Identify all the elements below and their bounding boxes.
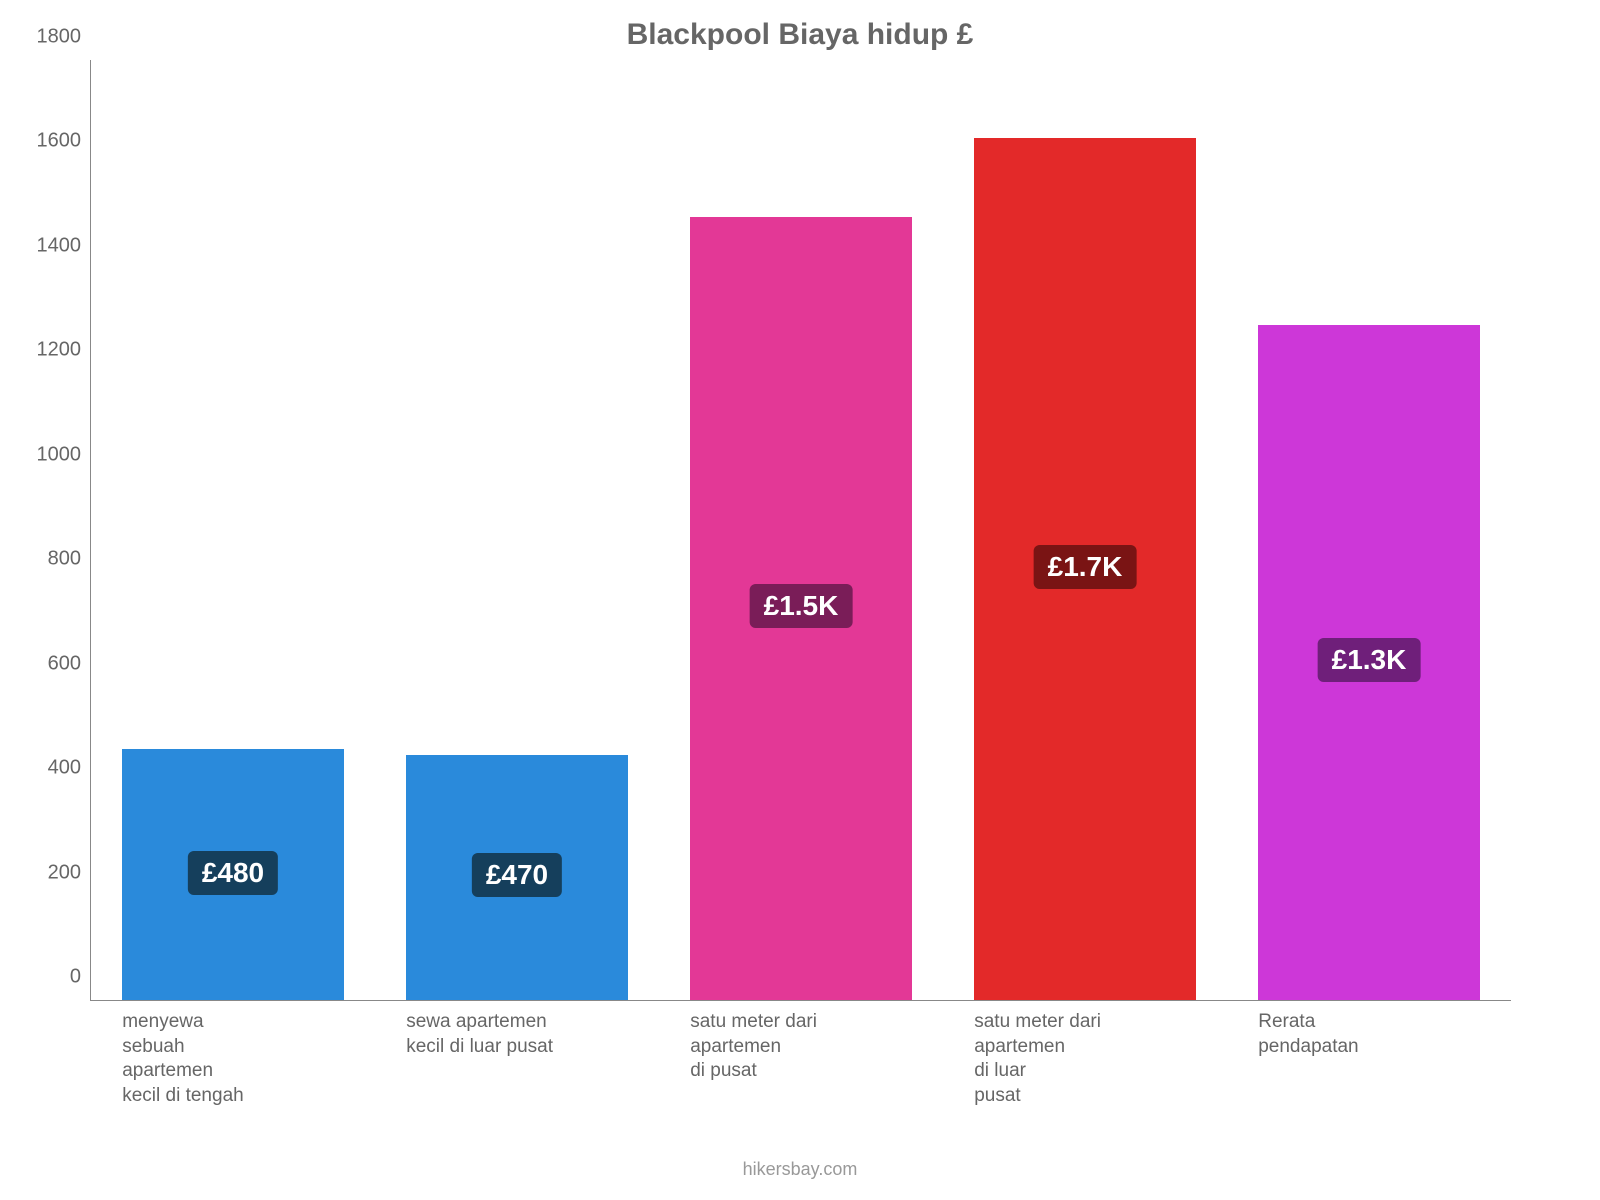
bar-value-badge: £480	[188, 851, 278, 895]
x-category-line: kecil di luar pusat	[406, 1035, 628, 1060]
x-category-label: Reratapendapatan	[1258, 1000, 1480, 1059]
bar-value-badge: £470	[472, 853, 562, 897]
x-category-line: sewa apartemen	[406, 1010, 628, 1035]
x-category-line: apartemen	[974, 1035, 1196, 1060]
bar-slot: £1.5Ksatu meter dariapartemendi pusat	[690, 60, 912, 1000]
bar-value-badge: £1.3K	[1318, 638, 1421, 682]
bar-slot: £480menyewasebuahapartemenkecil di tenga…	[122, 60, 344, 1000]
chart-title: Blackpool Biaya hidup £	[0, 18, 1600, 52]
bar-value-badge: £1.7K	[1034, 545, 1137, 589]
y-tick: 0	[70, 966, 91, 989]
x-category-line: pendapatan	[1258, 1035, 1480, 1060]
attribution: hikersbay.com	[0, 1159, 1600, 1180]
x-category-line: apartemen	[122, 1059, 344, 1084]
x-category-label: menyewasebuahapartemenkecil di tengah	[122, 1000, 344, 1109]
y-tick: 600	[48, 652, 91, 675]
x-category-line: kecil di tengah	[122, 1084, 344, 1109]
y-tick: 200	[48, 861, 91, 884]
bar-slot: £1.3KReratapendapatan	[1258, 60, 1480, 1000]
y-tick: 1400	[37, 234, 92, 257]
y-tick: 1600	[37, 130, 92, 153]
x-category-line: sebuah	[122, 1035, 344, 1060]
chart-root: Blackpool Biaya hidup £ 0200400600800100…	[0, 0, 1600, 1200]
x-category-line: Rerata	[1258, 1010, 1480, 1035]
bar-value-badge: £1.5K	[750, 584, 853, 628]
x-category-line: menyewa	[122, 1010, 344, 1035]
y-tick: 1000	[37, 443, 92, 466]
x-category-line: pusat	[974, 1084, 1196, 1109]
x-category-line: satu meter dari	[974, 1010, 1196, 1035]
plot-area: 020040060080010001200140016001800£480men…	[90, 60, 1511, 1001]
y-tick: 1800	[37, 26, 92, 49]
bar-slot: £470sewa apartemenkecil di luar pusat	[406, 60, 628, 1000]
bar-slot: £1.7Ksatu meter dariapartemendi luarpusa…	[974, 60, 1196, 1000]
x-category-line: di pusat	[690, 1059, 912, 1084]
x-category-line: di luar	[974, 1059, 1196, 1084]
y-tick: 1200	[37, 339, 92, 362]
x-category-label: sewa apartemenkecil di luar pusat	[406, 1000, 628, 1059]
x-category-line: apartemen	[690, 1035, 912, 1060]
y-tick: 400	[48, 757, 91, 780]
x-category-label: satu meter dariapartemendi pusat	[690, 1000, 912, 1084]
y-tick: 800	[48, 548, 91, 571]
x-category-label: satu meter dariapartemendi luarpusat	[974, 1000, 1196, 1109]
x-category-line: satu meter dari	[690, 1010, 912, 1035]
